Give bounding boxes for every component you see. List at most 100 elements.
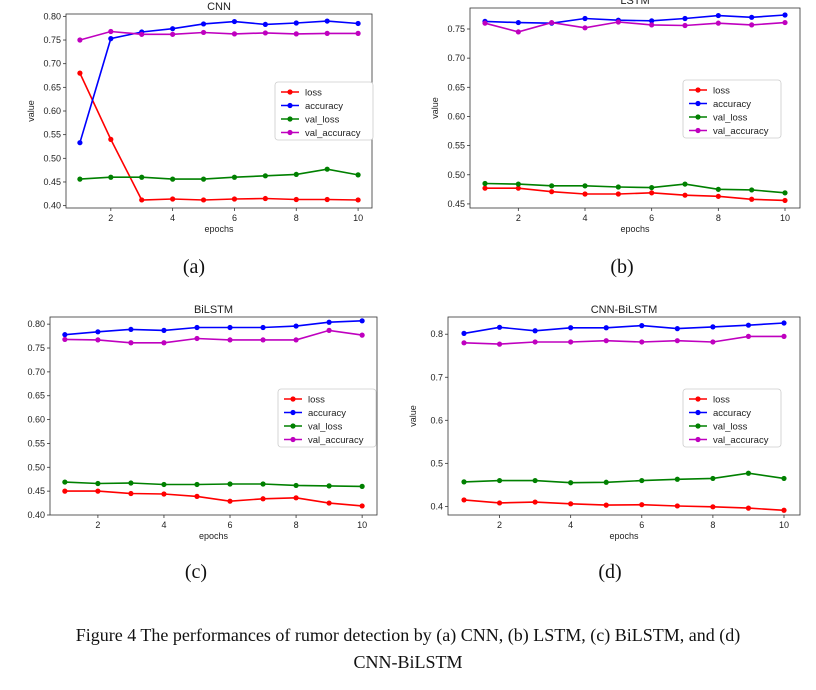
cnn-bilstm-accuracy-point — [639, 323, 645, 329]
bilstm-y-tick-label: 0.60 — [27, 415, 45, 425]
lstm-legend-accuracy-label: accuracy — [713, 99, 751, 110]
bilstm-x-axis-label: epochs — [199, 531, 229, 541]
bilstm-loss-point — [161, 491, 167, 497]
cnn-bilstm-accuracy-point — [781, 320, 787, 326]
bilstm-val-loss-point — [227, 481, 233, 487]
lstm-val-accuracy-point — [749, 22, 755, 28]
cnn-loss-point — [355, 197, 361, 203]
cnn-val-loss-point — [231, 174, 238, 180]
cnn-val-loss-point — [262, 173, 268, 179]
bilstm-y-tick-label: 0.80 — [27, 319, 45, 329]
cnn-bilstm-val-loss-point — [496, 477, 503, 484]
cnn-bilstm-loss-point — [639, 502, 645, 508]
bilstm-val-accuracy-point — [128, 340, 134, 346]
lstm-loss-point — [782, 197, 788, 204]
cnn-bilstm-val-loss-point — [568, 480, 574, 486]
lstm-val-accuracy-point — [515, 29, 521, 35]
cnn-bilstm-chart-panel: CNN-BiLSTM 2 4 6 8 10 0.4 0.5 0.6 0.7 0.8 epochs val… — [408, 295, 816, 545]
cnn-legend-val-accuracy-label: val_accuracy — [305, 128, 361, 139]
lstm-x-tick-label: 8 — [716, 213, 721, 223]
cnn-loss-point — [293, 196, 299, 203]
bilstm-loss-point — [326, 500, 332, 506]
cnn-val-loss-point — [355, 172, 361, 178]
cnn-bilstm-val-accuracy-point — [603, 338, 609, 344]
bilstm-val-loss-point — [359, 483, 365, 489]
bilstm-val-loss-point — [128, 480, 134, 486]
cnn-bilstm-val-loss-point — [532, 477, 538, 484]
lstm-x-tick-label: 2 — [516, 213, 521, 223]
cnn-val-loss-point — [108, 174, 114, 180]
bilstm-loss-point — [128, 490, 134, 497]
lstm-val-accuracy-point — [682, 22, 688, 29]
cnn-x-tick-label: 4 — [170, 213, 175, 223]
lstm-y-tick-label: 0.60 — [447, 111, 465, 121]
cnn-loss-point — [139, 197, 145, 203]
cnn-bilstm-accuracy-point — [496, 324, 503, 330]
cnn-bilstm-loss-point — [781, 507, 787, 513]
lstm-y-tick-label: 0.65 — [447, 82, 465, 92]
bilstm-accuracy-point — [293, 323, 299, 329]
bilstm-accuracy-point — [194, 324, 200, 331]
cnn-val-loss-point — [77, 176, 83, 182]
lstm-val-loss-point — [782, 190, 788, 196]
bilstm-loss-point — [293, 495, 299, 501]
cnn-bilstm-loss-point — [568, 501, 574, 507]
lstm-x-axis-label: epochs — [620, 224, 650, 234]
bilstm-accuracy-point — [260, 324, 266, 331]
cnn-y-tick-label: 0.45 — [43, 177, 61, 187]
cnn-bilstm-legend-val-loss-marker — [695, 423, 701, 429]
cnn-val-accuracy-line — [79, 30, 359, 41]
subfigure-label-c: (c) — [184, 561, 208, 583]
cnn-bilstm-val-loss-point — [639, 477, 645, 484]
cnn-accuracy-point — [231, 18, 238, 25]
lstm-val-loss-point — [649, 184, 655, 191]
caption-line-1: Figure 4 The performances of rumor detec… — [75, 625, 741, 645]
bilstm-val-accuracy-point — [62, 336, 68, 343]
lstm-val-loss-point — [615, 184, 621, 190]
caption-line-2: CNN-BiLSTM — [353, 652, 463, 672]
bilstm-legend-val-accuracy-label: val_accuracy — [308, 435, 364, 446]
cnn-bilstm-accuracy-point — [745, 322, 752, 328]
lstm-val-accuracy-point — [615, 19, 621, 25]
lstm-val-accuracy-line — [484, 21, 786, 33]
lstm-accuracy-line — [484, 14, 786, 25]
bilstm-accuracy-point — [128, 326, 134, 333]
lstm-val-loss-point — [482, 180, 488, 187]
bilstm-val-loss-point — [260, 481, 266, 487]
cnn-val-accuracy-point — [200, 29, 207, 36]
bilstm-val-accuracy-point — [161, 340, 167, 346]
bilstm-y-tick-label: 0.40 — [27, 510, 45, 520]
lstm-loss-point — [715, 193, 721, 199]
cnn-bilstm-x-tick-label: 4 — [568, 520, 573, 530]
cnn-bilstm-legend-box — [682, 388, 782, 448]
cnn-bilstm-val-loss-point — [710, 475, 716, 482]
cnn-val-accuracy-point — [293, 31, 299, 37]
cnn-accuracy-point — [170, 26, 176, 32]
lstm-val-loss-point — [715, 186, 721, 192]
cnn-bilstm-x-tick-label: 2 — [497, 520, 502, 530]
cnn-bilstm-val-accuracy-point — [781, 333, 787, 339]
cnn-bilstm-loss-point — [461, 497, 467, 503]
bilstm-legend-val-accuracy-marker — [290, 436, 296, 443]
bilstm-loss-point — [260, 496, 266, 502]
lstm-legend-accuracy-marker — [695, 100, 701, 107]
lstm-val-loss-point — [582, 183, 588, 189]
cnn-bilstm-accuracy-line — [463, 322, 785, 335]
cnn-y-tick-label: 0.80 — [43, 11, 61, 21]
lstm-val-accuracy-point — [782, 19, 788, 26]
bilstm-loss-point — [227, 498, 233, 504]
cnn-bilstm-y-tick-label: 0.6 — [430, 415, 443, 425]
cnn-y-tick-label: 0.40 — [43, 201, 61, 211]
bilstm-y-tick-label: 0.55 — [27, 438, 45, 448]
bilstm-val-accuracy-line — [64, 329, 363, 344]
lstm-val-loss-point — [749, 187, 755, 193]
cnn-bilstm-chart: CNN-BiLSTM 2 4 6 8 10 0.4 0.5 0.6 0.7 0.8 epochs val… — [408, 304, 801, 541]
cnn-bilstm-val-accuracy-point — [496, 341, 503, 347]
bilstm-loss-line — [64, 490, 363, 507]
subfigure-label-d: (d) — [598, 561, 622, 583]
cnn-bilstm-y-tick-label: 0.5 — [430, 458, 443, 468]
bilstm-val-accuracy-point — [326, 327, 332, 333]
cnn-bilstm-val-loss-point — [745, 470, 752, 476]
bilstm-accuracy-point — [359, 318, 365, 324]
bilstm-val-loss-point — [194, 481, 200, 488]
